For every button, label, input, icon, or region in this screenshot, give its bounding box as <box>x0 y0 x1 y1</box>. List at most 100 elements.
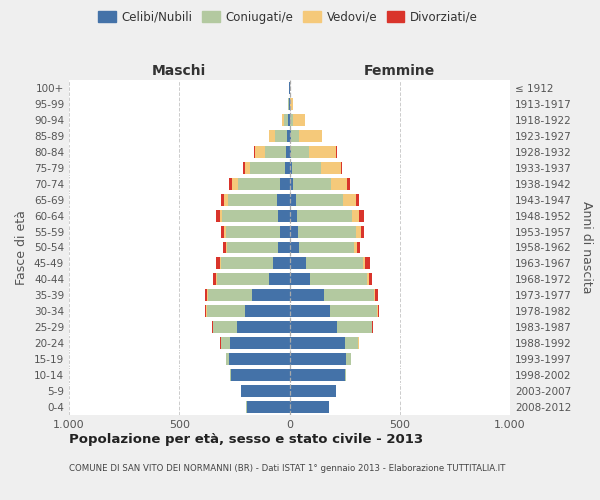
Bar <box>310 274 367 285</box>
Bar <box>254 146 256 158</box>
Bar <box>378 306 379 318</box>
Bar <box>292 162 321 173</box>
Bar <box>228 194 277 205</box>
Bar <box>229 178 232 190</box>
Bar <box>321 162 341 173</box>
Bar <box>221 194 224 205</box>
Bar <box>207 290 208 302</box>
Bar <box>215 210 220 222</box>
Bar <box>290 210 296 222</box>
Bar <box>290 322 337 333</box>
Bar <box>286 146 290 158</box>
Bar <box>273 258 290 270</box>
Bar <box>372 322 373 333</box>
Bar <box>221 337 230 349</box>
Bar <box>290 401 329 413</box>
Bar <box>346 353 351 365</box>
Bar <box>290 146 291 158</box>
Bar <box>277 194 290 205</box>
Y-axis label: Anni di nascita: Anni di nascita <box>580 201 593 294</box>
Bar <box>368 274 372 285</box>
Bar <box>299 242 355 254</box>
Bar <box>227 242 278 254</box>
Bar <box>215 274 217 285</box>
Bar <box>238 178 280 190</box>
Bar <box>361 226 364 237</box>
Bar <box>226 353 229 365</box>
Bar <box>205 306 206 318</box>
Bar <box>229 353 290 365</box>
Bar <box>269 274 290 285</box>
Bar <box>357 242 360 254</box>
Bar <box>306 258 363 270</box>
Bar <box>280 226 290 237</box>
Legend: Celibi/Nubili, Coniugati/e, Vedovi/e, Divorziati/e: Celibi/Nubili, Coniugati/e, Vedovi/e, Di… <box>93 6 483 28</box>
Bar <box>290 162 292 173</box>
Bar <box>290 258 306 270</box>
Bar <box>374 290 375 302</box>
Bar <box>344 337 358 349</box>
Bar <box>231 369 290 381</box>
Bar <box>215 258 220 270</box>
Bar <box>290 242 299 254</box>
Bar <box>287 130 290 142</box>
Bar <box>256 146 265 158</box>
Bar <box>288 114 290 126</box>
Bar <box>290 98 293 110</box>
Bar <box>245 306 290 318</box>
Bar <box>284 114 288 126</box>
Bar <box>337 322 372 333</box>
Bar <box>236 322 290 333</box>
Bar <box>285 162 290 173</box>
Bar <box>290 290 323 302</box>
Bar <box>323 290 374 302</box>
Bar <box>290 114 293 126</box>
Bar <box>269 130 275 142</box>
Bar <box>243 162 245 173</box>
Bar <box>288 98 289 110</box>
Bar <box>310 146 336 158</box>
Bar <box>377 306 378 318</box>
Bar <box>217 274 269 285</box>
Bar <box>336 146 337 158</box>
Text: Popolazione per età, sesso e stato civile - 2013: Popolazione per età, sesso e stato civil… <box>69 432 423 446</box>
Bar <box>252 290 290 302</box>
Bar <box>330 306 377 318</box>
Bar <box>278 210 290 222</box>
Bar <box>344 369 346 381</box>
Bar <box>290 369 344 381</box>
Bar <box>290 178 293 190</box>
Bar <box>214 322 236 333</box>
Bar <box>290 130 291 142</box>
Bar <box>359 210 364 222</box>
Text: COMUNE DI SAN VITO DEI NORMANNI (BR) - Dati ISTAT 1° gennaio 2013 - Elaborazione: COMUNE DI SAN VITO DEI NORMANNI (BR) - D… <box>69 464 505 473</box>
Bar <box>245 162 250 173</box>
Bar <box>207 306 245 318</box>
Bar <box>212 274 215 285</box>
Bar <box>289 98 290 110</box>
Bar <box>347 178 350 190</box>
Bar <box>230 337 290 349</box>
Bar <box>365 258 370 270</box>
Bar <box>290 306 330 318</box>
Bar <box>222 210 278 222</box>
Bar <box>299 130 322 142</box>
Bar <box>356 226 361 237</box>
Bar <box>331 178 347 190</box>
Bar <box>241 385 290 397</box>
Text: Maschi: Maschi <box>152 64 206 78</box>
Bar <box>375 290 378 302</box>
Bar <box>224 194 228 205</box>
Bar <box>226 242 227 254</box>
Bar <box>290 353 346 365</box>
Y-axis label: Fasce di età: Fasce di età <box>16 210 28 285</box>
Bar <box>363 258 365 270</box>
Bar <box>355 242 357 254</box>
Bar <box>290 337 344 349</box>
Bar <box>226 226 280 237</box>
Bar <box>220 210 222 222</box>
Bar <box>230 369 231 381</box>
Bar <box>298 226 356 237</box>
Bar <box>290 385 336 397</box>
Bar <box>290 226 298 237</box>
